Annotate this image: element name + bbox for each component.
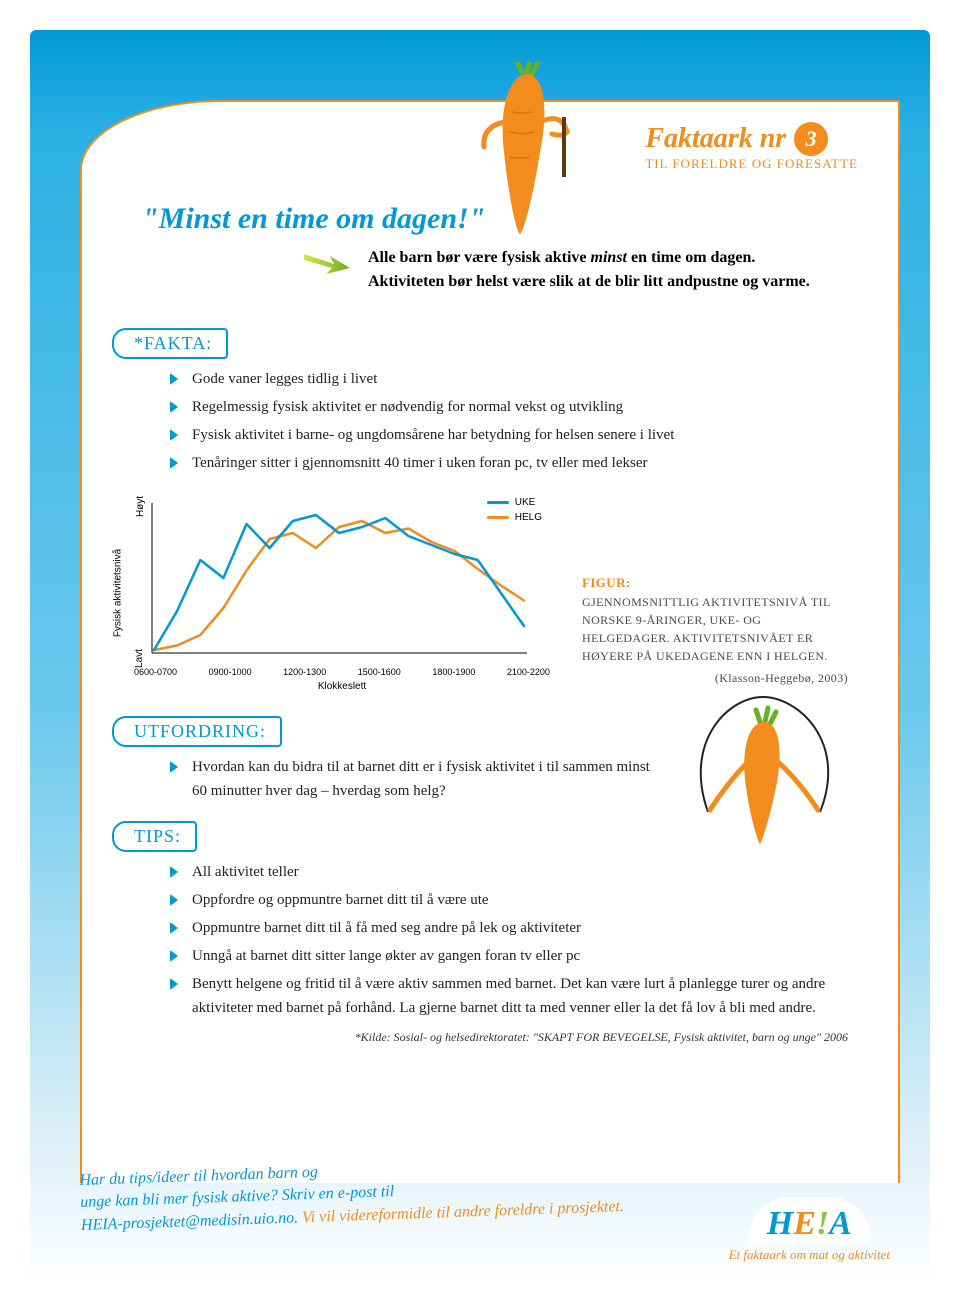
list-item: Fysisk aktivitet i barne- og ungdomsåren… — [170, 423, 848, 447]
list-item: Unngå at barnet ditt sitter lange økter … — [170, 944, 848, 968]
intro-text: Alle barn bør være fysisk aktive minst e… — [368, 246, 810, 294]
fakta-list: Gode vaner legges tidlig i livet Regelmes… — [170, 367, 848, 475]
heia-logo: HE!A Et faktaark om mat og aktivitet — [729, 1197, 890, 1263]
chart-x-axis-label: Klokkeslett — [132, 681, 552, 692]
factsheet-number-badge: 3 — [794, 122, 828, 156]
list-item: Regelmessig fysisk aktivitet er nødvendi… — [170, 395, 848, 419]
list-item: Oppfordre og oppmuntre barnet ditt til å… — [170, 888, 848, 912]
header-right: Faktaark nr 3 TIL FORELDRE OG FORESATTE — [645, 122, 858, 172]
section-label-fakta: *FAKTA: — [112, 328, 228, 359]
factsheet-title: Faktaark nr — [645, 123, 786, 155]
chart-y-low: Lavt — [134, 649, 145, 668]
carrot-jumprope-icon — [688, 692, 838, 852]
chart-y-axis-label: Fysisk aktivitetsnivå — [113, 548, 124, 636]
list-item: Tenåringer sitter i gjennomsnitt 40 time… — [170, 451, 848, 475]
utfordring-list: Hvordan kan du bidra til at barnet ditt … — [170, 755, 650, 803]
chart-legend: UKEHELG — [487, 497, 542, 527]
chart-y-high: Høyt — [135, 496, 146, 517]
list-item: Oppmuntre barnet ditt til å få med seg a… — [170, 916, 848, 940]
section-label-tips: TIPS: — [112, 821, 197, 852]
section-label-utfordring: UTFORDRING: — [112, 716, 282, 747]
tips-list: All aktivitet teller Oppfordre og oppmunt… — [170, 860, 848, 1020]
carrot-mascot-icon — [472, 62, 592, 252]
list-item: Benytt helgene og fritid til å være akti… — [170, 972, 848, 1020]
figure-caption: FIGUR: GJENNOMSNITTLIG AKTIVITETSNIVÅ TI… — [582, 573, 848, 687]
list-item: All aktivitet teller — [170, 860, 848, 884]
arrow-icon — [302, 246, 352, 276]
factsheet-subtitle: TIL FORELDRE OG FORESATTE — [645, 156, 858, 172]
activity-chart: Fysisk aktivitetsnivå Høyt Lavt UKEHELG … — [132, 493, 552, 692]
list-item: Hvordan kan du bidra til at barnet ditt … — [170, 755, 650, 803]
list-item: Gode vaner legges tidlig i livet — [170, 367, 848, 391]
content-card: Faktaark nr 3 TIL FORELDRE OG FORESATTE … — [80, 100, 900, 1183]
chart-x-ticks: 0600-07000900-10001200-13001500-16001800… — [132, 667, 552, 677]
source-note: *Kilde: Sosial- og helsedirektoratet: "S… — [132, 1030, 848, 1045]
chart-svg — [132, 493, 532, 663]
